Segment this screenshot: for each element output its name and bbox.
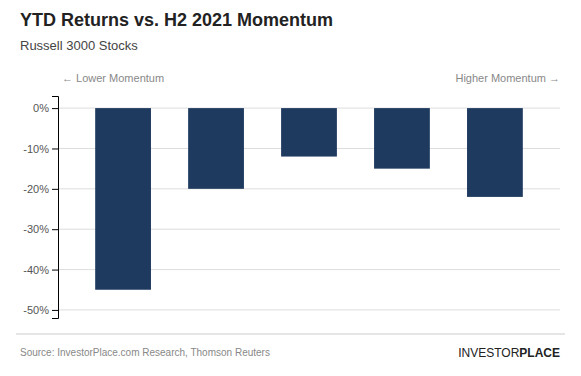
tick-label: -50% (23, 304, 49, 316)
y-axis: 0% -10% -20% -30% -40% -50% (23, 97, 58, 319)
tick: -50% (23, 304, 58, 316)
bar (467, 108, 523, 197)
background (0, 0, 581, 376)
bar (188, 108, 244, 189)
source: Source: InvestorPlace.com Research, Thom… (20, 347, 270, 358)
title: YTD Returns vs. H2 2021 Momentum (20, 10, 333, 30)
annotation: Higher Momentum → (455, 72, 560, 84)
tick: 0% (33, 102, 58, 114)
tick: -20% (23, 183, 58, 195)
tick: -30% (23, 223, 58, 235)
tick-mark (52, 310, 58, 311)
tick-label: 0% (33, 102, 49, 114)
axis-line (52, 97, 59, 319)
tick-label: -10% (23, 142, 49, 154)
tick-label: -40% (23, 264, 49, 276)
tick-mark (52, 108, 58, 109)
logo-part: INVESTOR (458, 346, 519, 360)
grid-line (58, 309, 560, 310)
annotation: ← Lower Momentum (62, 72, 164, 84)
subtitle: Russell 3000 Stocks (20, 38, 138, 53)
tick: -40% (23, 264, 58, 276)
tick: -10% (23, 142, 58, 154)
tick-mark (52, 148, 58, 149)
tick-label: -20% (23, 183, 49, 195)
bar (374, 108, 430, 169)
tick-mark (52, 229, 58, 230)
tick-mark (52, 270, 58, 271)
logo-part: PLACE (519, 346, 560, 360)
bar (281, 108, 337, 156)
bars (95, 108, 523, 290)
tick-mark (52, 189, 58, 190)
separator (16, 334, 565, 335)
logo: INVESTORPLACE (458, 346, 560, 360)
grid (58, 108, 560, 310)
chart: YTD Returns vs. H2 2021 Momentum Russell … (0, 0, 581, 376)
bar (95, 108, 151, 290)
tick-label: -30% (23, 223, 49, 235)
